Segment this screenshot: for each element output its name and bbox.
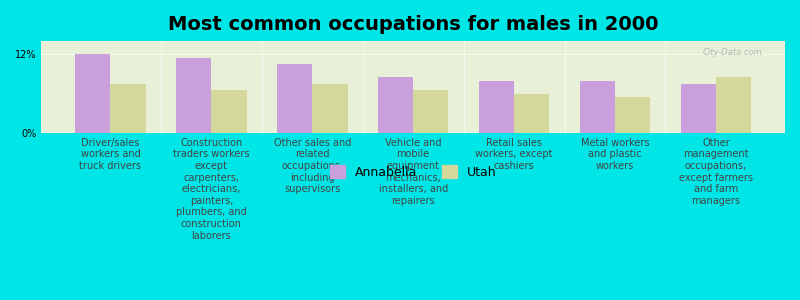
Bar (378, 77, 413, 133)
Bar (580, 80, 615, 133)
Bar (716, 77, 751, 133)
Bar (110, 84, 146, 133)
Bar (211, 90, 246, 133)
Legend: Annabella, Utah: Annabella, Utah (325, 160, 502, 184)
Text: City-Data.com: City-Data.com (703, 49, 762, 58)
Bar (75, 54, 110, 133)
Title: Most common occupations for males in 2000: Most common occupations for males in 200… (168, 15, 658, 34)
Bar (413, 90, 449, 133)
Bar (176, 58, 211, 133)
Bar (277, 64, 312, 133)
Bar (615, 97, 650, 133)
Bar (514, 94, 550, 133)
Bar (312, 84, 347, 133)
Bar (681, 84, 716, 133)
Bar (478, 80, 514, 133)
